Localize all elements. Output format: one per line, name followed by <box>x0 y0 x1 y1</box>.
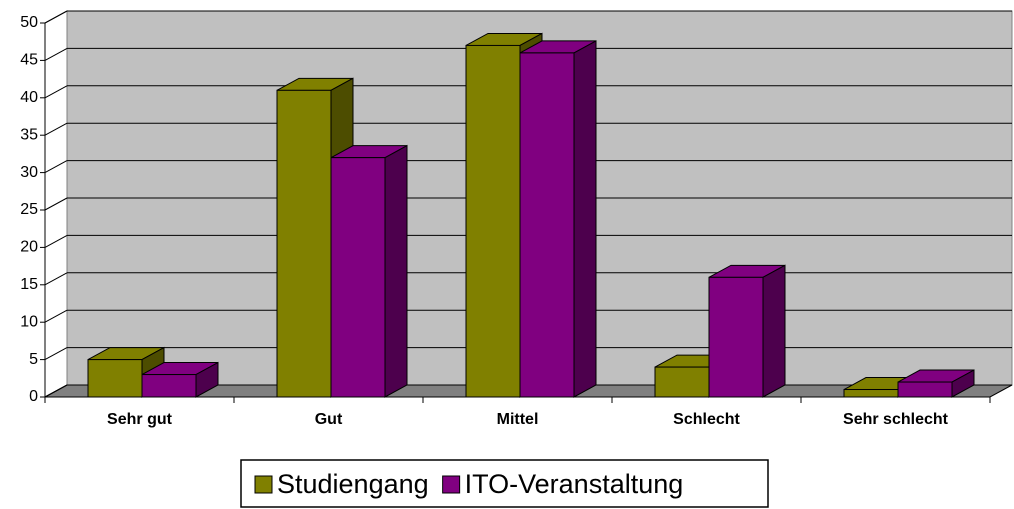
bar <box>708 276 764 398</box>
grid-line-side <box>44 272 68 286</box>
grid-line-side <box>44 47 68 61</box>
bar <box>141 374 197 398</box>
bar <box>519 52 575 398</box>
x-tick-label: Schlecht <box>673 411 740 428</box>
bar <box>654 366 710 398</box>
y-tick-label: 35 <box>20 126 38 143</box>
grid-line-side <box>44 234 68 248</box>
y-tick-label: 5 <box>29 351 38 368</box>
grid-line-side <box>44 309 68 323</box>
y-tick-label: 15 <box>20 276 38 293</box>
grid-line-side <box>44 85 68 99</box>
legend-swatch <box>442 475 461 494</box>
bar-side <box>762 264 786 398</box>
x-tick-label: Sehr schlecht <box>843 411 949 428</box>
bar <box>465 44 521 398</box>
grid-line-side <box>44 160 68 174</box>
grid-line-side <box>44 122 68 136</box>
grid-line-side <box>44 347 68 361</box>
y-tick-label: 50 <box>20 14 38 31</box>
y-tick-label: 45 <box>20 52 38 69</box>
x-tick-label: Gut <box>315 411 343 428</box>
grid-line-side <box>44 384 68 398</box>
bar <box>330 157 386 398</box>
grid-line-side <box>44 197 68 211</box>
legend-label: Studiengang <box>277 469 429 499</box>
x-tick-label: Mittel <box>497 411 539 428</box>
y-tick-label: 20 <box>20 239 38 256</box>
grid-line-side <box>44 10 68 24</box>
bar <box>897 381 953 398</box>
legend-box <box>240 459 769 508</box>
x-tick-label: Sehr gut <box>107 411 173 428</box>
legend-swatch <box>254 475 273 494</box>
y-tick-label: 30 <box>20 164 38 181</box>
y-tick-label: 25 <box>20 201 38 218</box>
y-tick-label: 0 <box>29 388 38 405</box>
y-tick-label: 40 <box>20 89 38 106</box>
y-tick-label: 10 <box>20 313 38 330</box>
bar <box>276 89 332 398</box>
legend-label: ITO-Veranstaltung <box>465 469 684 499</box>
bar-side <box>573 40 597 398</box>
bar <box>87 359 143 398</box>
bar-side <box>384 144 408 398</box>
bar <box>843 389 899 398</box>
